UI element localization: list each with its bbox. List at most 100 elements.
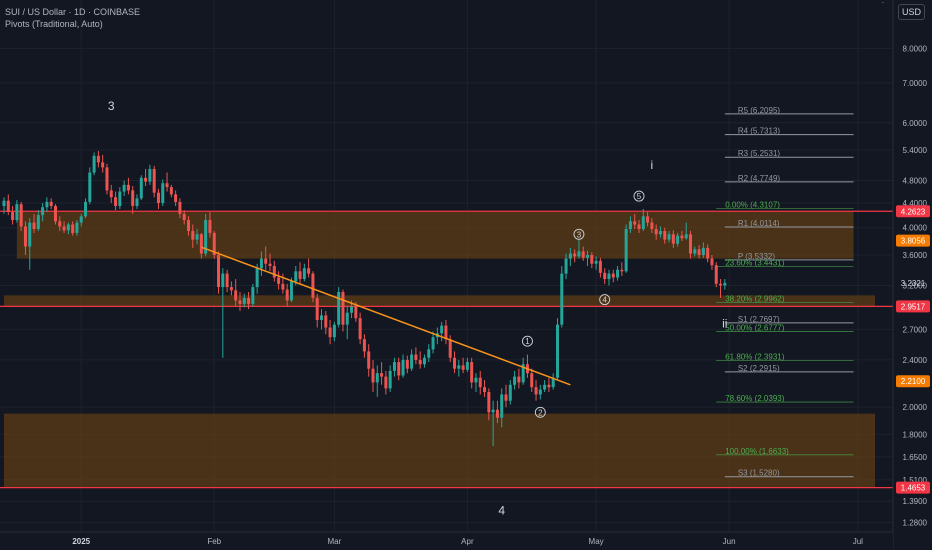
fib-label: 0.00% (4.3107) — [725, 200, 780, 209]
price-label-text: 2.2100 — [901, 377, 926, 386]
candle-body — [169, 187, 173, 195]
price-tick-label: 1.8000 — [903, 430, 928, 439]
candle-body — [135, 198, 139, 207]
candle-body — [697, 249, 701, 255]
candle-body — [264, 258, 268, 264]
wave-circle-marker — [573, 228, 585, 240]
candle-body — [487, 392, 491, 413]
candle-body — [178, 201, 182, 214]
candle-body — [624, 229, 628, 272]
currency-button[interactable]: USD — [898, 4, 925, 20]
candle-body — [79, 216, 83, 223]
pivot-label: S3 (1.5280) — [738, 469, 780, 478]
price-tick-label: 1.5100 — [903, 476, 928, 485]
candle-body — [324, 315, 328, 328]
candle-body — [667, 234, 671, 240]
candle-body — [53, 206, 57, 222]
wave-label: 4 — [602, 296, 607, 305]
candle-body — [255, 268, 259, 288]
candle-body — [15, 204, 19, 221]
price-tick-label: 4.0000 — [903, 224, 928, 233]
trendline — [201, 246, 571, 386]
time-tick-label: Jul — [853, 537, 863, 546]
candle-body — [229, 287, 233, 291]
candle-body — [122, 184, 126, 192]
candle-body — [71, 224, 75, 233]
candle-body — [684, 234, 688, 239]
candle-body — [328, 327, 332, 338]
candle-body — [165, 183, 169, 188]
candle-body — [719, 283, 723, 286]
fib-label: 78.60% (2.0393) — [725, 394, 784, 403]
candle-body — [96, 155, 100, 163]
candle-body — [186, 220, 190, 231]
candle-body — [448, 339, 452, 358]
price-tick-label: 3.6000 — [903, 251, 928, 260]
wave-label: 5 — [637, 192, 642, 201]
candle-body — [607, 273, 611, 280]
candle-body — [88, 172, 92, 202]
pivot-label: R2 (4.7749) — [738, 174, 781, 183]
candle-body — [238, 300, 242, 304]
candle-body — [504, 394, 508, 401]
candle-body — [710, 258, 714, 266]
price-tick-label: 3.2000 — [903, 281, 928, 290]
candle-body — [45, 201, 49, 208]
wave-circle-marker — [599, 294, 611, 306]
candle-body — [474, 377, 478, 383]
fib-label: 50.00% (2.6777) — [725, 324, 784, 333]
candle-body — [217, 254, 221, 288]
candle-body — [350, 306, 354, 313]
candle-body — [620, 269, 624, 272]
candle-body — [362, 339, 366, 352]
time-axis — [0, 532, 893, 550]
candle-body — [693, 249, 697, 254]
candle-body — [422, 357, 426, 365]
candle-body — [311, 273, 315, 298]
candle-body — [19, 204, 23, 227]
price-tick-label: 8.0000 — [903, 44, 928, 53]
candle-body — [633, 221, 637, 225]
candle-body — [444, 325, 448, 340]
candle-body — [616, 269, 620, 278]
fib-label: 38.20% (2.9962) — [725, 294, 784, 303]
candle-body — [637, 224, 641, 230]
candle-body — [62, 226, 66, 231]
candle-body — [298, 271, 302, 280]
price-label-badge — [896, 481, 930, 494]
candle-body — [131, 190, 135, 207]
candle-body — [367, 351, 371, 369]
wave-label: 1 — [525, 337, 530, 346]
price-tick-label: 7.0000 — [903, 79, 928, 88]
wave-circle-marker — [534, 406, 546, 418]
candle-body — [156, 192, 160, 204]
price-label-badge — [896, 234, 930, 247]
candle-body — [23, 226, 27, 247]
candle-body — [461, 365, 465, 370]
candle-body — [405, 359, 409, 369]
candle-body — [577, 251, 581, 257]
price-label-text: 3.8056 — [901, 237, 926, 246]
candle-body — [285, 289, 289, 301]
candle-body — [195, 234, 199, 240]
candle-body — [521, 364, 525, 383]
last-price-label: 3.2321 — [901, 279, 926, 288]
wave-label: 2 — [538, 408, 543, 417]
candle-body — [440, 325, 444, 334]
candle-body — [294, 271, 298, 282]
candle-body — [590, 254, 594, 264]
indicator-legend[interactable]: Pivots (Traditional, Auto) — [5, 19, 103, 29]
candle-body — [75, 222, 79, 233]
candle-body — [384, 376, 388, 389]
candle-body — [663, 230, 667, 240]
candle-body — [139, 177, 143, 199]
candle-body — [628, 221, 632, 230]
candle-body — [371, 368, 375, 383]
price-label-text: 2.9517 — [901, 302, 926, 311]
pivot-label: S2 (2.2915) — [738, 364, 780, 373]
candle-body — [530, 373, 534, 388]
price-tick-label: 4.8000 — [903, 177, 928, 186]
settings-icon[interactable]: ⋮ — [878, 0, 888, 5]
candle-body — [302, 268, 306, 280]
